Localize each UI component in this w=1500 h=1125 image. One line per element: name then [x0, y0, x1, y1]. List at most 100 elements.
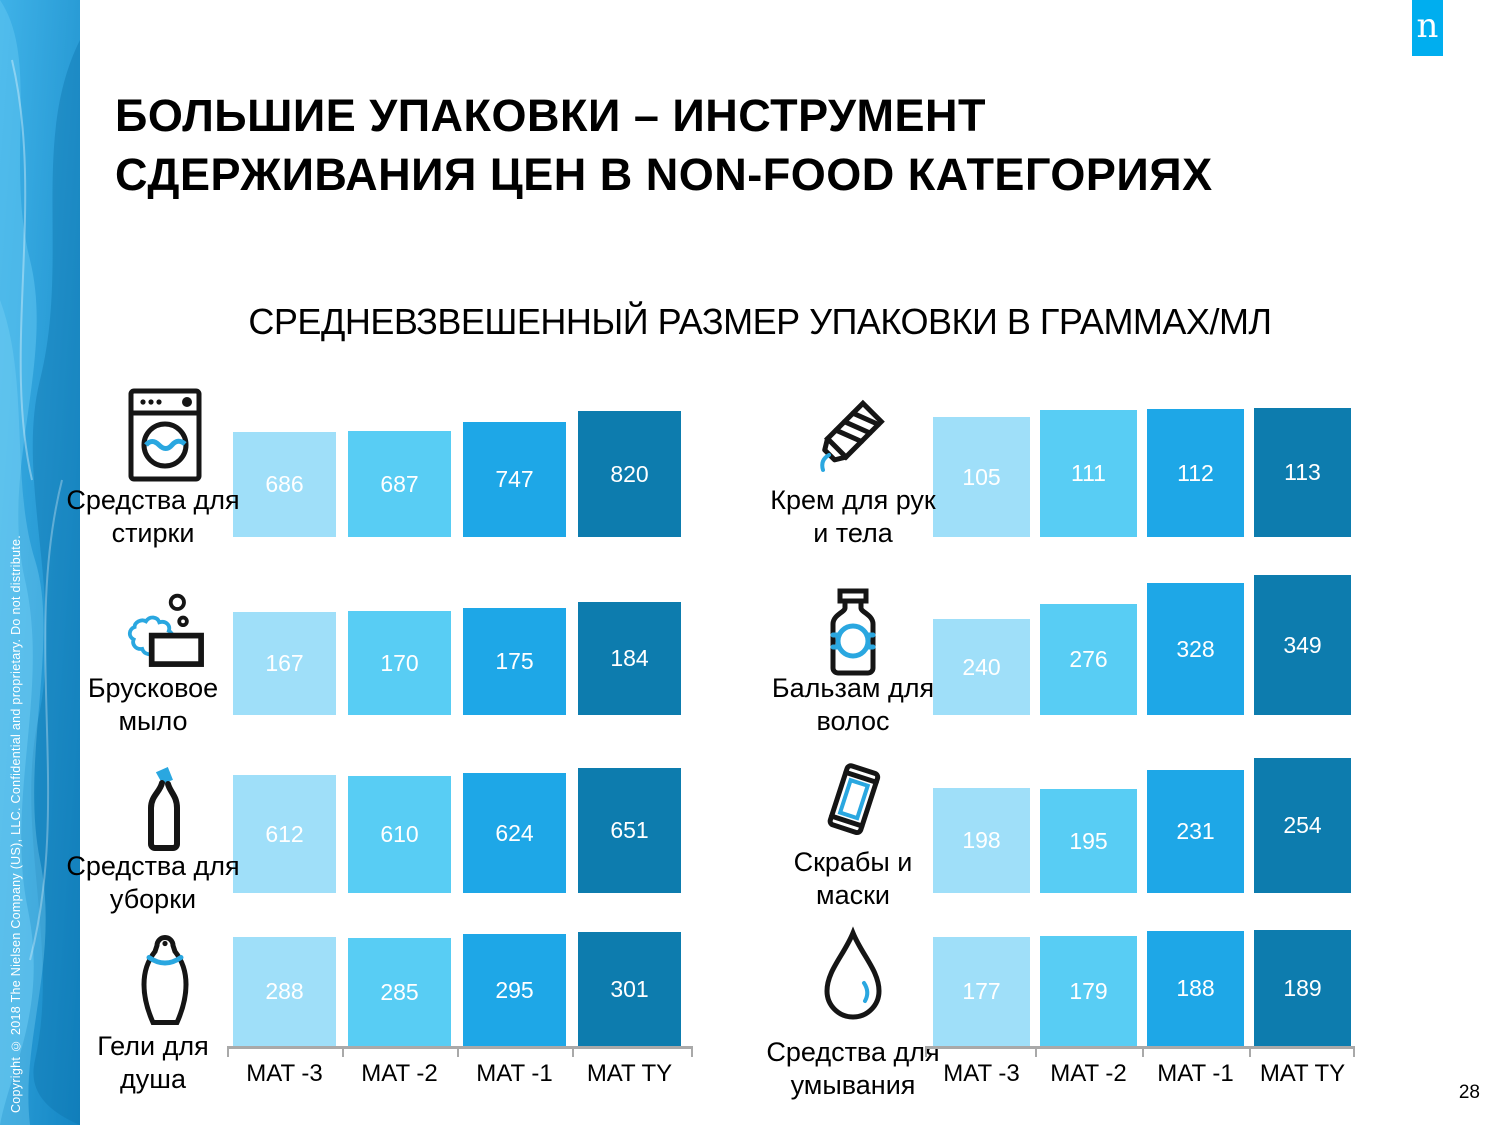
bar-value-label: 189: [1283, 974, 1322, 1001]
x-axis-label: MAT -3: [943, 1060, 1020, 1087]
bar-value-label: 820: [610, 460, 649, 487]
washing-machine-icon: [115, 385, 215, 485]
x-axis-label: MAT TY: [1259, 1060, 1346, 1087]
category-label-line: Средства для: [66, 851, 240, 881]
bar: 276: [1040, 604, 1137, 715]
x-axis: MAT -3 MAT -2 MAT -1 MAT TY: [925, 1046, 1355, 1087]
category-label-line: Брусковое: [87, 673, 219, 703]
category-label: Брусковое мыло: [43, 672, 263, 738]
x-axis-tick: [572, 1049, 574, 1057]
bar: 105: [933, 417, 1030, 537]
soap-bar-icon: [115, 590, 215, 685]
x-axis-label: MAT -1: [476, 1060, 553, 1087]
category-label: Бальзам для волос: [743, 672, 963, 738]
bar: 175: [463, 608, 566, 715]
bar-value-label: 177: [962, 978, 1001, 1004]
bar-value-label: 175: [495, 648, 534, 674]
bar-value-label: 188: [1176, 975, 1215, 1001]
bar: 288: [233, 937, 336, 1046]
bar: 231: [1147, 770, 1244, 893]
category-label: Гели для душа: [43, 1030, 263, 1096]
category-label-line: Средства для: [766, 1037, 940, 1067]
bar-value-label: 179: [1069, 977, 1108, 1004]
balsam-bottle-icon: [803, 585, 903, 685]
bar: 240: [933, 619, 1030, 715]
category-label-line: душа: [120, 1064, 186, 1094]
bar: 195: [1040, 789, 1137, 893]
bar: 747: [463, 422, 566, 537]
category-label: Крем для рук и тела: [743, 484, 963, 550]
cream-tube-icon: [803, 378, 903, 488]
bar-value-label: 111: [1071, 460, 1106, 486]
bar: 198: [933, 788, 1030, 893]
bar: 687: [348, 431, 451, 537]
bar: 113: [1254, 408, 1351, 537]
category-label-line: Гели для: [97, 1031, 209, 1061]
bar-value-label: 254: [1283, 812, 1322, 838]
bar-value-label: 184: [610, 645, 649, 671]
bar-value-label: 612: [265, 820, 304, 847]
bar-value-label: 686: [265, 471, 304, 497]
x-axis-tick: [691, 1049, 693, 1057]
bar-value-label: 349: [1283, 631, 1322, 658]
bar-value-label: 624: [495, 819, 534, 846]
x-axis-tick: [1035, 1049, 1037, 1057]
x-axis-label: MAT -1: [1157, 1060, 1234, 1087]
category-label-line: умывания: [790, 1070, 916, 1100]
copyright-text: Copyright © 2018 The Nielsen Company (US…: [9, 534, 23, 1113]
bar-value-label: 610: [380, 821, 419, 847]
x-axis-tick: [457, 1049, 459, 1057]
nielsen-logo: n: [1412, 0, 1443, 56]
bar: 285: [348, 938, 451, 1046]
bar-value-label: 295: [495, 976, 534, 1003]
bar: 612: [233, 775, 336, 893]
sidebar-waves-graphic: [0, 0, 80, 1125]
bar-value-label: 687: [380, 470, 419, 497]
bar-value-label: 651: [610, 817, 649, 843]
cleaning-bottle-icon: [115, 758, 215, 858]
bar-value-label: 288: [265, 978, 304, 1004]
scrub-tube-icon: [803, 752, 903, 852]
category-label: Средства для стирки: [43, 484, 263, 550]
bar-value-label: 195: [1069, 827, 1108, 854]
bar-value-label: 105: [962, 463, 1001, 490]
bar: 189: [1254, 930, 1351, 1046]
category-label-line: Скрабы и: [793, 847, 913, 877]
x-axis: MAT -3 MAT -2 MAT -1 MAT TY: [227, 1046, 693, 1087]
bar: 328: [1147, 583, 1244, 715]
bar: 349: [1254, 575, 1351, 715]
category-label-line: и тела: [813, 518, 893, 548]
bar: 624: [463, 773, 566, 893]
bar-value-label: 170: [380, 649, 419, 676]
shower-gel-icon: [115, 928, 215, 1033]
x-axis-tick: [1353, 1049, 1355, 1057]
category-label: Средства для умывания: [743, 1036, 963, 1102]
bar-value-label: 113: [1284, 459, 1321, 485]
bar-value-label: 301: [610, 975, 649, 1002]
category-label-line: Средства для: [66, 485, 240, 515]
bar: 170: [348, 611, 451, 715]
x-axis-tick: [342, 1049, 344, 1057]
x-axis-label: MAT -2: [361, 1060, 438, 1087]
nielsen-logo-letter: n: [1416, 5, 1439, 46]
bar-value-label: 328: [1176, 635, 1215, 662]
bar-value-label: 276: [1069, 646, 1108, 672]
category-label-line: мыло: [118, 706, 188, 736]
bar-value-label: 285: [380, 978, 419, 1005]
face-wash-drop-icon: [803, 920, 903, 1030]
category-label-line: уборки: [109, 884, 197, 914]
slide-title-line1: БОЛЬШИЕ УПАКОВКИ – ИНСТРУМЕНТ: [115, 90, 986, 141]
category-label-line: волос: [816, 706, 890, 736]
x-axis-tick: [1249, 1049, 1251, 1057]
bar: 254: [1254, 758, 1351, 893]
category-label: Скрабы и маски: [743, 846, 963, 912]
bar: 188: [1147, 931, 1244, 1046]
bar-value-label: 240: [962, 653, 1001, 680]
slide-title: БОЛЬШИЕ УПАКОВКИ – ИНСТРУМЕНТ СДЕРЖИВАНИ…: [115, 86, 1213, 204]
sidebar-decoration: Copyright © 2018 The Nielsen Company (US…: [0, 0, 80, 1125]
bar: 820: [578, 411, 681, 537]
x-axis-label: MAT -2: [1050, 1060, 1127, 1087]
bar: 651: [578, 768, 681, 893]
bar: 112: [1147, 409, 1244, 537]
